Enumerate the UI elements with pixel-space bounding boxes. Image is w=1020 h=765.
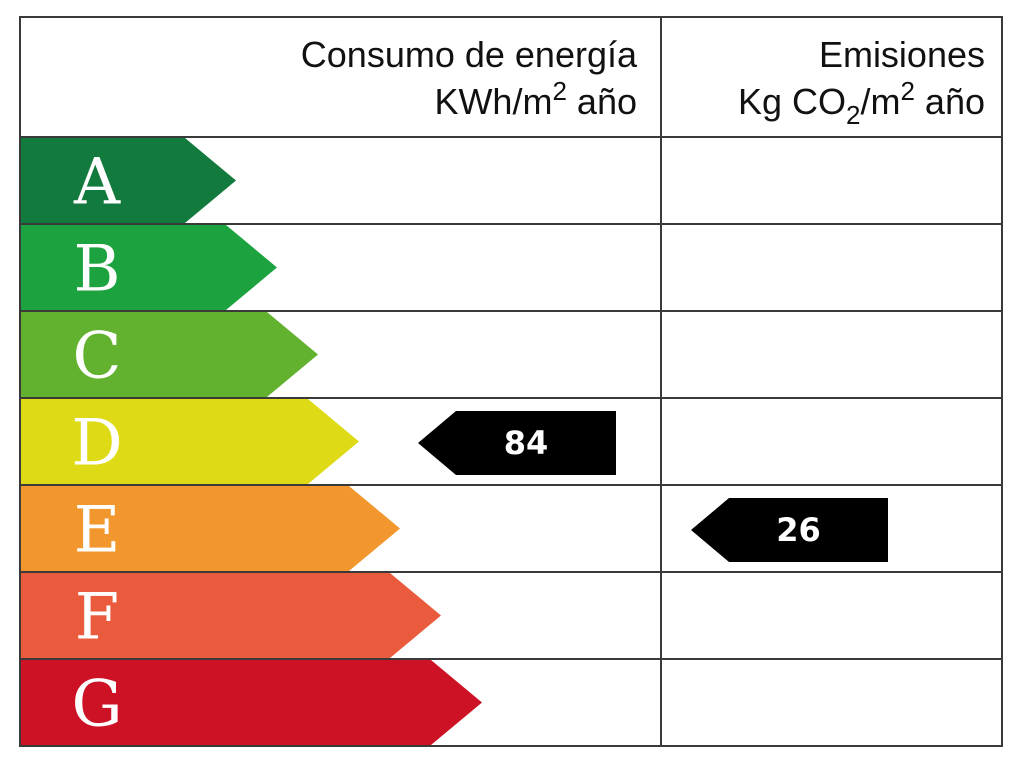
table-grid — [19, 16, 1003, 747]
emisiones-marker-value: 26 — [776, 511, 821, 549]
consumo-unit-post: año — [567, 81, 637, 122]
rating-bar-a — [20, 138, 236, 223]
emisiones-unit-sup: 2 — [900, 76, 914, 106]
rating-letter-a: A — [73, 146, 121, 220]
rating-bar-c — [20, 312, 318, 397]
rating-bar-b — [20, 225, 277, 310]
emisiones-title: Emisiones — [819, 34, 985, 75]
emisiones-unit-mid: /m — [860, 81, 900, 122]
rating-letter-b: B — [73, 233, 120, 307]
rating-bar-d — [20, 399, 359, 484]
rating-letter-g: G — [71, 668, 122, 742]
rating-letter-d: D — [71, 407, 122, 481]
emisiones-unit: Kg CO2/m2 año — [738, 76, 985, 130]
emisiones-unit-pre: Kg CO — [738, 81, 846, 122]
value-markers: 84 26 — [418, 411, 888, 562]
consumo-title: Consumo de energía — [301, 34, 638, 75]
consumo-marker-arrow — [418, 411, 616, 475]
rating-bar-f — [20, 573, 441, 658]
emisiones-unit-sub: 2 — [846, 100, 860, 130]
consumo-unit: KWh/m2 año — [434, 76, 637, 122]
rating-letter-c: C — [73, 320, 122, 394]
rating-letter-f: F — [75, 581, 119, 655]
table-border — [19, 16, 1003, 747]
consumo-marker-value: 84 — [504, 424, 549, 462]
rating-letter-e: E — [74, 494, 121, 568]
rating-bar-e — [20, 486, 400, 571]
emisiones-marker-arrow — [691, 498, 888, 562]
rating-bar-g — [20, 660, 482, 745]
consumo-unit-pre: KWh/m — [434, 81, 552, 122]
consumo-unit-sup: 2 — [552, 76, 566, 106]
emisiones-unit-post: año — [915, 81, 985, 122]
